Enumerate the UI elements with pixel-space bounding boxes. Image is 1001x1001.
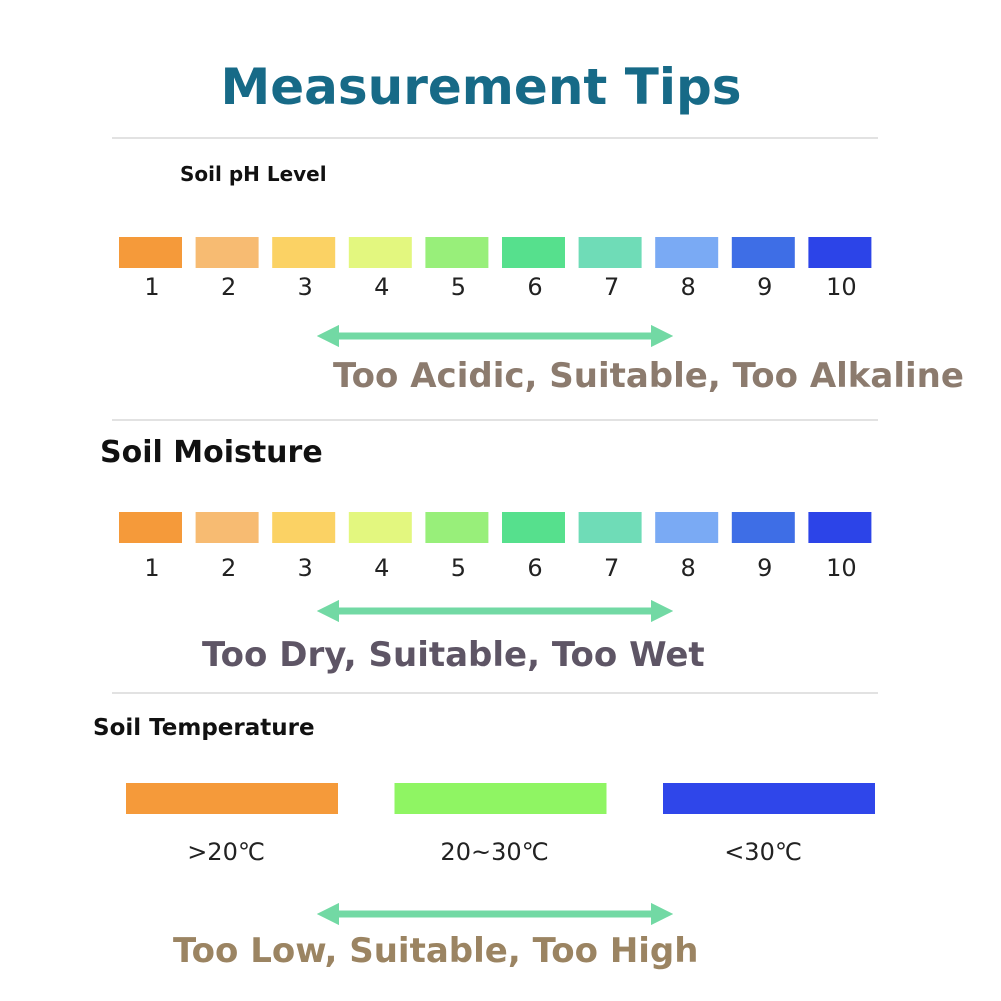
section-title: Soil pH Level [180,162,327,186]
caption: Too Dry, Suitable, Too Wet [202,635,705,675]
scale-label: 8 [681,554,696,582]
color-swatch [655,512,719,543]
scale-label: 3 [298,273,313,301]
scale-label: 10 [826,273,857,301]
color-swatch [195,512,259,543]
section-title: Soil Moisture [100,435,323,470]
scale-label: 3 [298,554,313,582]
color-swatch [731,237,795,268]
scale-label: 2 [221,554,236,582]
section-title: Soil Temperature [93,715,315,741]
color-swatch [272,512,336,543]
scale-label: 7 [604,554,619,582]
color-swatch [126,783,338,814]
color-swatch [578,237,642,268]
scale-label: 9 [757,554,772,582]
color-swatch [348,237,412,268]
page-title: Measurement Tips [220,58,741,116]
scale-label: 4 [374,273,389,301]
color-swatch [663,783,875,814]
scale-label: 6 [527,273,542,301]
color-swatch [808,237,872,268]
color-swatch [119,237,182,268]
scale-label: 1 [144,554,159,582]
scale-label: 5 [451,554,466,582]
color-swatch [195,237,259,268]
scale-label: 20~30℃ [440,838,548,866]
scale-label: 2 [221,273,236,301]
color-swatch [425,512,489,543]
color-swatch [119,512,182,543]
scale-label: 1 [144,273,159,301]
scale-label: 7 [604,273,619,301]
scale-label: 9 [757,273,772,301]
scale-label: 5 [451,273,466,301]
caption: Too Acidic, Suitable, Too Alkaline [333,356,964,396]
caption: Too Low, Suitable, Too High [173,931,698,971]
color-swatch [348,512,412,543]
color-swatch [502,237,565,268]
color-swatch [425,237,489,268]
color-swatch [578,512,642,543]
scale-label: 6 [527,554,542,582]
color-swatch [655,237,719,268]
color-swatch [272,237,336,268]
color-swatch [731,512,795,543]
color-swatch [808,512,872,543]
scale-label: 8 [681,273,696,301]
scale-label: <30℃ [724,838,802,866]
color-swatch [502,512,565,543]
color-swatch [394,783,607,814]
scale-label: 4 [374,554,389,582]
scale-label: 10 [826,554,857,582]
scale-label: >20℃ [187,838,265,866]
